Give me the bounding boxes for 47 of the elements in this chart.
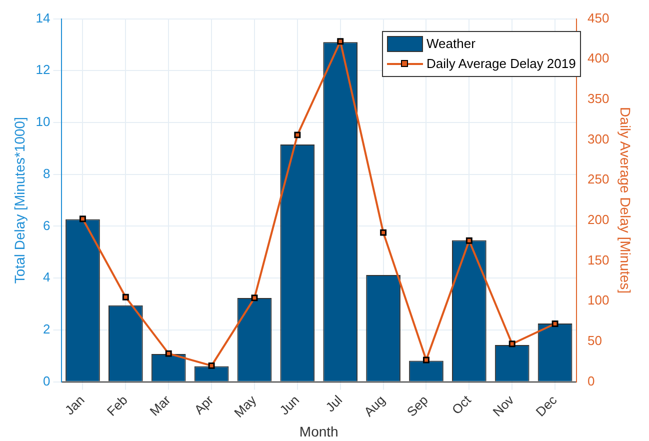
y-axis-title: Total Delay [Minutes*1000] [11, 117, 28, 284]
legend-label: Daily Average Delay 2019 [426, 56, 576, 72]
x-tick-label: Jul [322, 392, 346, 415]
x-tick-label: Nov [490, 392, 518, 420]
y-tick-label: 4 [43, 270, 50, 285]
point [294, 132, 301, 138]
point [251, 294, 258, 302]
legend-label: Weather [426, 36, 476, 52]
y2-tick-label: 450 [588, 10, 610, 26]
y2-tick-label: 50 [588, 333, 602, 348]
point [466, 237, 472, 244]
point [208, 362, 215, 369]
y2-tick-label: 250 [588, 172, 610, 187]
point [423, 356, 430, 364]
x-tick-label: Sep [404, 392, 431, 420]
point [165, 350, 172, 357]
y-tick-label: 14 [36, 10, 50, 26]
x-axis-title: Month [299, 423, 338, 440]
x-tick-label: May [231, 392, 260, 420]
x-tick-label: Aug [360, 392, 388, 420]
y2-tick-label: 0 [588, 373, 595, 388]
y-tick-label: 0 [43, 373, 50, 388]
y2-tick-label: 300 [588, 131, 610, 146]
x-tick-label: Jun [276, 392, 302, 418]
y-tick-label: 2 [43, 322, 50, 337]
y-tick-label: 8 [43, 166, 50, 181]
x-tick-label: Mar [146, 392, 174, 419]
y2-tick-label: 350 [588, 91, 610, 106]
x-tick-label: Dec [532, 392, 560, 420]
x-tick-label: Jan [62, 392, 88, 418]
y-tick-label: 10 [36, 114, 50, 130]
y-tick-label: 6 [43, 218, 50, 233]
point [337, 38, 344, 45]
y-tick-label: 12 [36, 62, 50, 78]
point [552, 320, 558, 327]
point [122, 294, 129, 300]
x-tick-label: Feb [104, 392, 130, 419]
x-tick-label: Oct [448, 392, 474, 418]
y2-axis-title: Daily Average Delay [Minutes] [618, 107, 634, 294]
y2-tick-label: 100 [588, 292, 610, 308]
x-tick-label: Apr [191, 392, 217, 418]
point [508, 340, 516, 348]
y2-tick-label: 150 [588, 252, 610, 268]
y2-tick-label: 200 [588, 212, 610, 228]
point [380, 229, 387, 236]
point [80, 216, 86, 222]
y2-tick-label: 400 [588, 50, 610, 66]
